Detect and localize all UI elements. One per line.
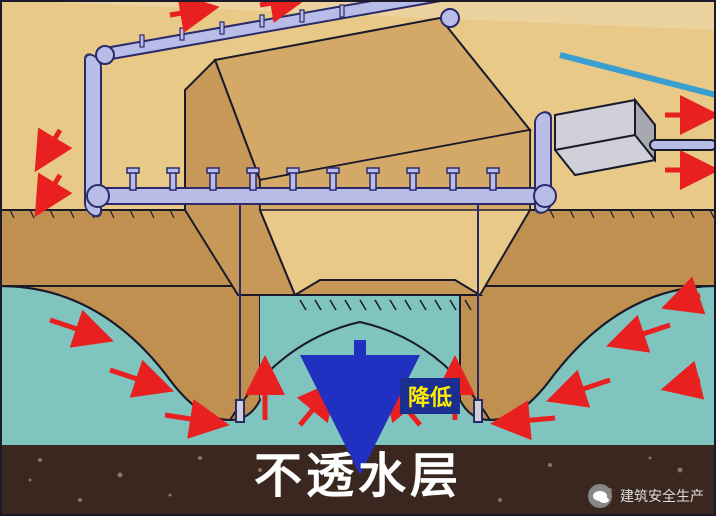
diagram-canvas: 降低 不透水层 建筑安全生产 — [0, 0, 716, 516]
footer-text: 建筑安全生产 — [620, 486, 704, 506]
footer: 建筑安全生产 — [588, 484, 704, 508]
impermeable-label: 不透水层 — [254, 436, 462, 506]
lowering-label: 降低 — [400, 378, 460, 414]
wechat-icon — [588, 484, 612, 508]
